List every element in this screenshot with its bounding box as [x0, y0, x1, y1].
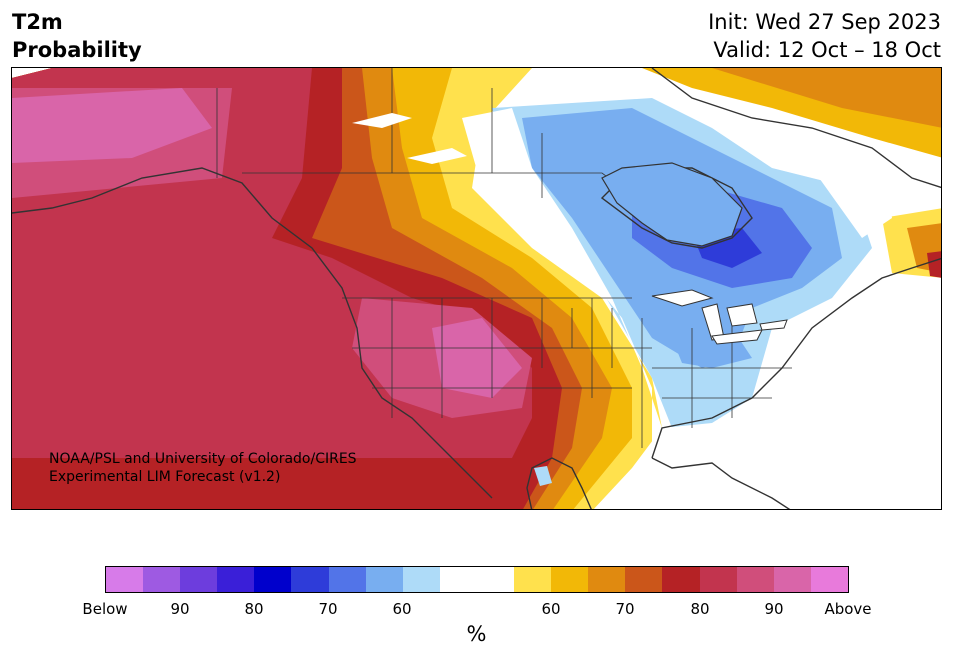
credit-line-2: Experimental LIM Forecast (v1.2) [49, 469, 281, 485]
colorbar-tick-label: 70 [615, 600, 635, 618]
colorbar-swatch [217, 567, 255, 592]
title-line-1: T2m [12, 10, 63, 34]
colorbar-swatch [699, 567, 737, 592]
title-line-2: Probability [12, 38, 142, 62]
colorbar-tick-label: 90 [170, 600, 190, 618]
colorbar-tick-label: 90 [764, 600, 784, 618]
colorbar-tick-label: 70 [318, 600, 338, 618]
colorbar-swatch [551, 567, 589, 592]
colorbar-swatch [625, 567, 663, 592]
colorbar-swatch [439, 567, 477, 592]
forecast-map [11, 67, 942, 510]
coastlines [12, 68, 941, 509]
colorbar-tick-label: 80 [690, 600, 710, 618]
colorbar-swatch [402, 567, 440, 592]
valid-range: Valid: 12 Oct – 18 Oct [713, 38, 941, 62]
great-bear-lake [352, 113, 412, 128]
colorbar-swatch [106, 567, 144, 592]
colorbar-swatch [254, 567, 292, 592]
colorbar-unit: % [466, 622, 487, 646]
colorbar-tick-label: 80 [244, 600, 264, 618]
credit-text: NOAA/PSL and University of Colorado/CIRE… [49, 450, 357, 486]
colorbar-swatch [588, 567, 626, 592]
colorbar-tick-label: Below [82, 600, 128, 618]
colorbar-tick-label: 60 [541, 600, 561, 618]
near-normal-field [462, 108, 941, 509]
credit-line-1: NOAA/PSL and University of Colorado/CIRE… [49, 451, 357, 467]
colorbar-swatch [180, 567, 218, 592]
colorbar-swatch [328, 567, 366, 592]
colorbar [105, 566, 849, 593]
init-date: Init: Wed 27 Sep 2023 [708, 10, 941, 34]
forecast-dates: Init: Wed 27 Sep 2023 Valid: 12 Oct – 18… [708, 8, 941, 64]
borders [216, 68, 792, 448]
hudson-bay [601, 162, 743, 247]
great-lakes [651, 289, 788, 345]
colorbar-swatch [143, 567, 181, 592]
colorbar-ticks: Below 90 80 70 60 60 70 80 90 Above [0, 600, 953, 620]
colorbar-swatch [476, 567, 515, 592]
colorbar-swatch [810, 567, 848, 592]
great-slave-lake [407, 148, 467, 164]
colorbar-swatch [365, 567, 403, 592]
colorbar-swatch [291, 567, 329, 592]
colorbar-tick-label: Above [824, 600, 872, 618]
colorbar-swatch [736, 567, 774, 592]
colorbar-swatch [514, 567, 552, 592]
colorbar-tick-label: 60 [392, 600, 412, 618]
map-title: T2m Probability [12, 8, 142, 64]
colorbar-swatch [773, 567, 811, 592]
map-svg [12, 68, 941, 509]
colorbar-swatch [662, 567, 700, 592]
